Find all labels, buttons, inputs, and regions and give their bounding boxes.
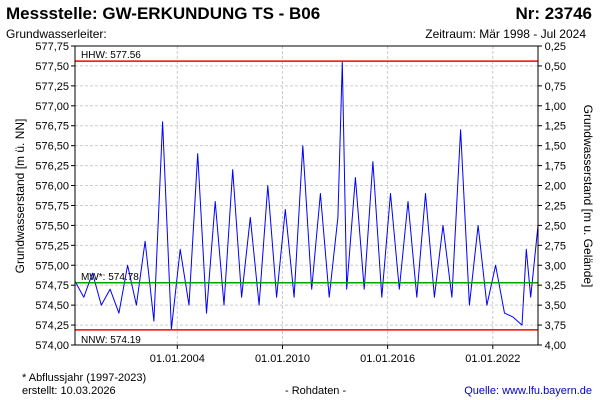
y-tick-label-left: 574,50 [35,300,69,312]
x-tick-label: 01.01.2010 [255,353,310,365]
y-tick-label-left: 575,25 [35,240,69,252]
grid [75,46,538,345]
x-tick-label: 01.01.2022 [465,353,520,365]
reference-label-mw: MW*: 574.78 [81,272,139,283]
y-tick-label-left: 577,75 [35,41,69,53]
y-tick-label-left: 575,00 [35,260,69,272]
y-tick-label-left: 576,00 [35,181,69,193]
y-tick-label-right: 1,25 [545,121,566,133]
y-tick-label-right: 2,25 [545,200,566,212]
y-tick-label-left: 575,75 [35,200,69,212]
created-date: erstellt: 10.03.2026 [22,385,116,397]
reference-label-hhw: HHW: 577.56 [81,50,141,61]
y-tick-label-right: 0,25 [545,41,566,53]
y-tick-label-right: 2,50 [545,220,566,232]
y-tick-label-right: 1,00 [545,101,566,113]
source-url[interactable]: www.lfu.bayern.de [502,385,592,397]
x-axis: 01.01.2004 01.01.2010 01.01.2016 01.01.2022 [150,345,520,365]
footnote: * Abflussjahr (1997-2023) [22,372,147,384]
raw-data-label: - Rohdaten - [285,385,347,397]
y-tick-label-left: 574,75 [35,280,69,292]
y-axis-left: 577,75 577,50 577,25 577,00 576,75 576,50 576,… [35,41,75,352]
y-tick-label-left: 576,25 [35,161,69,173]
y-axis-right: 0,25 0,50 0,75 1,00 1,25 1,50 1,75 2,00 2,25 2,50… [538,41,566,352]
y-tick-label-right: 2,75 [545,240,566,252]
x-tick-label: 01.01.2004 [150,353,205,365]
source-link[interactable]: Quelle: www.lfu.bayern.de [464,385,592,397]
y-tick-label-left: 575,50 [35,220,69,232]
y-tick-label-left: 577,50 [35,61,69,73]
y-tick-label-right: 3,75 [545,320,566,332]
y-tick-label-left: 577,25 [35,81,69,93]
aquifer-label: Grundwasserleiter: [6,27,107,41]
series-layer [74,61,539,330]
reference-lines: HHW: 577.56 MW*: 574.78 NNW: 574.19 [75,50,538,346]
y-tick-label-right: 3,00 [545,260,566,272]
y-axis-right-label: Grundwasserstand [m u. Gelände] [581,105,595,288]
y-tick-label-right: 4,00 [545,340,566,352]
y-tick-label-right: 1,50 [545,141,566,153]
y-tick-label-right: 2,00 [545,181,566,193]
y-axis-left-label: Grundwasserstand [m ü. NN] [13,119,27,274]
y-tick-label-left: 574,00 [35,340,69,352]
y-tick-label-right: 0,50 [545,61,566,73]
x-tick-label: 01.01.2016 [360,353,415,365]
station-number: Nr: 23746 [515,4,592,23]
y-tick-label-left: 576,75 [35,121,69,133]
y-tick-label-left: 576,50 [35,141,69,153]
y-tick-label-right: 3,25 [545,280,566,292]
y-tick-label-right: 1,75 [545,161,566,173]
y-tick-label-right: 3,50 [545,300,566,312]
y-tick-label-left: 577,00 [35,101,69,113]
reference-label-nnw: NNW: 574.19 [81,335,141,346]
series-line-groundwater [74,61,539,330]
plot-frame [74,45,539,346]
period-label: Zeitraum: Mär 1998 - Jul 2024 [425,27,586,41]
chart-title: Messstelle: GW-ERKUNDUNG TS - B06 [6,4,321,23]
y-tick-label-right: 0,75 [545,81,566,93]
source-label: Quelle: [464,385,500,397]
y-tick-label-left: 574,25 [35,320,69,332]
